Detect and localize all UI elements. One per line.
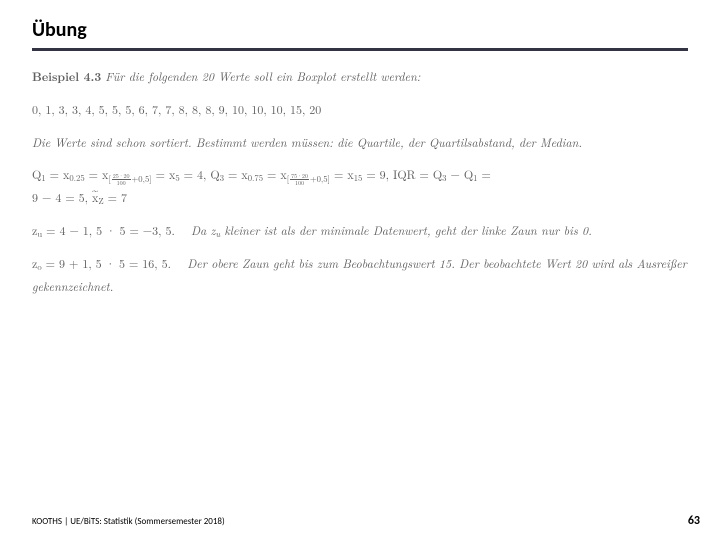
example-label: Beispiel 4.3: [32, 67, 101, 85]
example-intro-text: Für die folgenden 20 Werte soll ein Boxp…: [105, 68, 420, 85]
slide-body: Beispiel 4.3 Für die folgenden 20 Werte …: [32, 65, 688, 298]
slide-title: Übung: [32, 18, 688, 42]
lower-fence: zu = 4 − 1, 5 · 5 = −3, 5. Da zu kleiner…: [32, 220, 688, 243]
page-number: 63: [688, 514, 700, 528]
footer-text: KOOTHS | UE/BiTS: Statistik (Sommersemes…: [32, 516, 225, 527]
example-intro: Beispiel 4.3 Für die folgenden 20 Werte …: [32, 65, 688, 89]
quartile-line-1: Q1 = x0.25 = x[25·20100+0,5] = x5 = 4, Q…: [32, 164, 688, 210]
sorted-note: Die Werte sind schon sortiert. Bestimmt …: [32, 132, 688, 155]
data-values: 0, 1, 3, 3, 4, 5, 5, 5, 6, 7, 7, 8, 8, 8…: [32, 99, 688, 122]
slide-footer: KOOTHS | UE/BiTS: Statistik (Sommersemes…: [32, 514, 700, 528]
title-rule: [32, 48, 688, 51]
upper-fence: zo = 9 + 1, 5 · 5 = 16, 5. Der obere Zau…: [32, 253, 688, 299]
